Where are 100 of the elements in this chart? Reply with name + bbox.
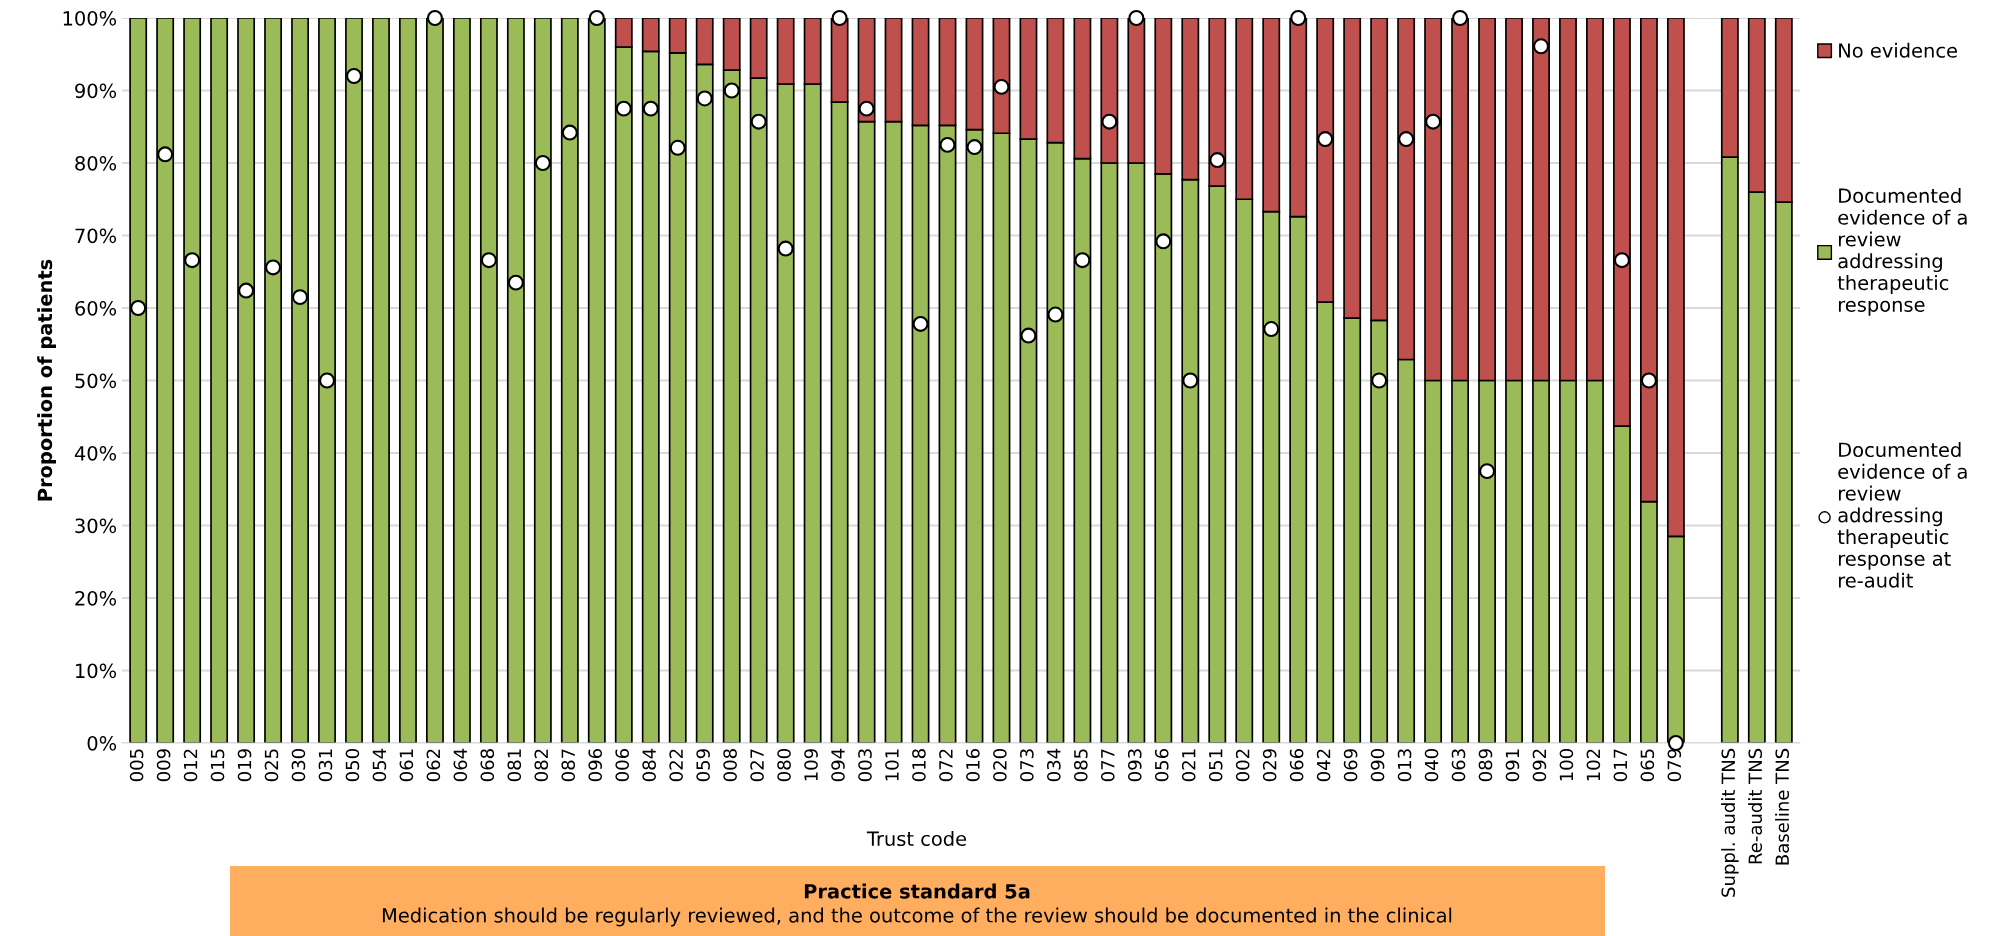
y-tick-label: 70%	[75, 228, 117, 244]
x-tick-label: 015	[210, 749, 225, 782]
x-tick-label: 008	[723, 749, 737, 782]
x-tick-label: 072	[939, 749, 953, 782]
x-tick-label: 109	[804, 749, 818, 781]
x-tick-label: Suppl. audit TNS	[1721, 748, 1739, 897]
x-tick-label: 080	[777, 749, 791, 782]
x-tick-label: 042	[1316, 749, 1331, 782]
x-tick-label: 056	[1154, 749, 1169, 782]
point	[1613, 252, 1630, 269]
x-tick-label: 100	[1559, 749, 1574, 781]
x-tick-label: 017	[1613, 749, 1628, 782]
point	[1398, 131, 1415, 148]
x-tick-label: 034	[1047, 748, 1061, 782]
x-tick-label: 102	[1586, 749, 1601, 781]
x-tick-label: 040	[1424, 749, 1439, 782]
x-tick-label: 061	[399, 749, 414, 782]
point	[346, 68, 362, 84]
x-tick-label: 021	[1181, 749, 1196, 782]
y-tick-label: 10%	[76, 663, 117, 679]
x-tick-label: 020	[993, 749, 1007, 782]
point	[939, 136, 956, 153]
bar	[183, 18, 202, 743]
bar	[399, 18, 417, 743]
x-tick-label: 054	[372, 748, 387, 782]
y-tick-label: 90%	[75, 83, 117, 99]
x-tick-label: 087	[561, 749, 576, 782]
x-tick-label: 066	[1289, 749, 1304, 782]
y-tick-label: 60%	[75, 300, 117, 316]
point	[1263, 321, 1280, 338]
point	[696, 90, 713, 107]
x-tick-label: 084	[642, 748, 656, 782]
point	[157, 146, 174, 163]
point	[265, 259, 282, 276]
point	[1128, 10, 1145, 26]
point	[1290, 10, 1307, 26]
bar	[533, 18, 552, 743]
point	[1425, 113, 1442, 130]
text: Medication should be regularly reviewed, and the outcome of the review should be documented in the clinical	[382, 907, 1452, 927]
point	[588, 10, 605, 26]
point	[184, 252, 201, 269]
x-tick-label: 059	[696, 749, 710, 782]
x-tick-label: 077	[1100, 749, 1115, 782]
point	[912, 315, 929, 332]
point	[1479, 463, 1496, 480]
bar	[291, 18, 309, 743]
y-tick-label: 30%	[75, 518, 117, 534]
x-tick-label: 051	[1208, 749, 1223, 782]
x-tick-label: 031	[318, 749, 333, 782]
x-tick-label: 019	[237, 749, 252, 782]
x-tick-label: 094	[831, 748, 845, 782]
bar	[506, 18, 525, 743]
x-tick-label: 012	[183, 749, 198, 782]
point	[1452, 10, 1469, 26]
x-tick-label: 081	[507, 749, 522, 782]
x-tick-label: 090	[1370, 749, 1385, 782]
point	[238, 282, 255, 299]
point	[1047, 306, 1064, 323]
bar	[345, 18, 363, 743]
x-tick-label: 002	[1235, 749, 1250, 782]
x-axis-title: Trust code	[866, 831, 967, 847]
point	[750, 113, 767, 130]
bar	[479, 18, 498, 743]
point	[1317, 131, 1334, 148]
x-tick-label: 064	[453, 748, 468, 782]
bar	[237, 18, 256, 743]
x-tick-label: 018	[912, 749, 926, 782]
point	[1155, 233, 1172, 250]
y-tick-label: 20%	[75, 590, 117, 606]
point	[1640, 372, 1657, 389]
text: Practice standard 5a	[804, 883, 1030, 899]
point	[1101, 113, 1118, 130]
x-tick-label: 022	[669, 749, 683, 782]
point	[1533, 38, 1549, 55]
x-tick-label: 073	[1020, 749, 1034, 782]
point	[534, 155, 551, 171]
x-tick-label: 082	[534, 749, 549, 782]
y-tick-label: 80%	[75, 155, 117, 171]
x-tick-label: 085	[1073, 749, 1088, 782]
point	[480, 252, 497, 269]
x-tick-label: 006	[615, 749, 630, 782]
point	[723, 82, 740, 99]
x-tick-label: 009	[156, 749, 171, 782]
x-tick-label: 096	[588, 749, 603, 782]
x-tick-label: 101	[885, 749, 899, 781]
bar	[129, 18, 148, 743]
legend-label: No evidence	[1839, 42, 1957, 58]
x-tick-label: 068	[480, 749, 495, 782]
bar	[210, 18, 229, 743]
bar	[156, 18, 175, 743]
x-tick-label: 030	[291, 749, 306, 782]
point	[777, 240, 794, 257]
x-tick-label: 091	[1505, 749, 1520, 782]
point	[1371, 372, 1388, 389]
bar	[560, 18, 579, 743]
x-tick-label: 029	[1262, 749, 1277, 782]
x-tick-label: 089	[1478, 749, 1493, 782]
point	[831, 10, 848, 26]
x-tick-label: Re-audit TNS	[1748, 748, 1763, 864]
point	[858, 100, 875, 117]
